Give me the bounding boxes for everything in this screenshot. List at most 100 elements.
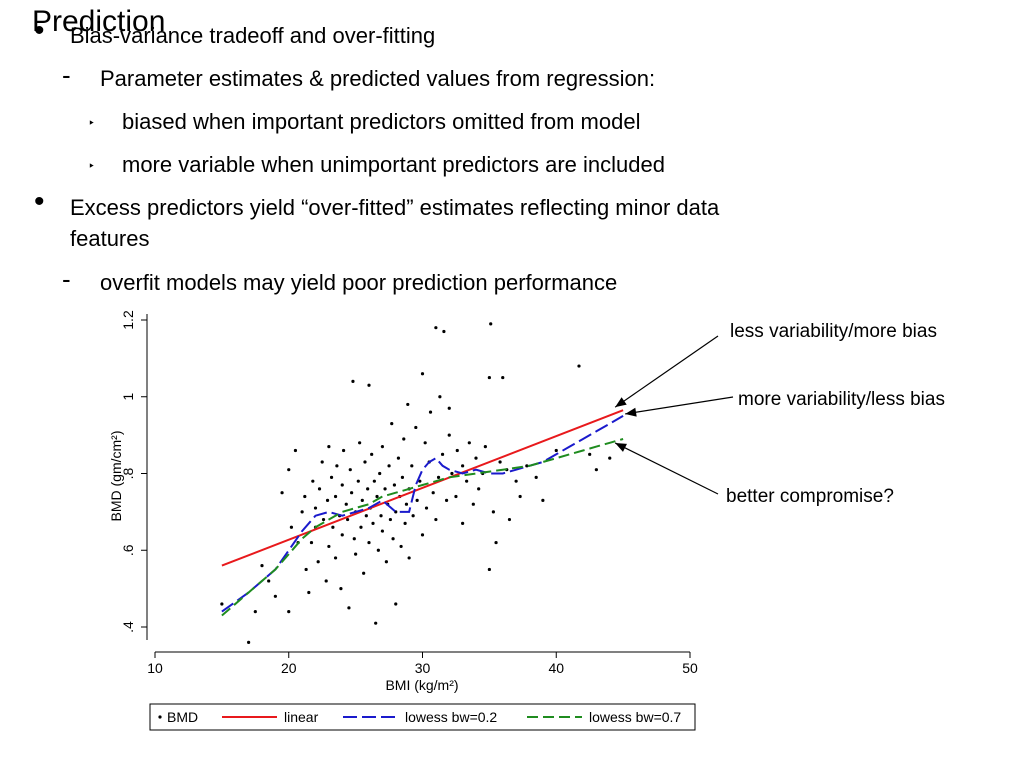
data-point — [489, 322, 493, 326]
data-point — [363, 460, 367, 464]
data-point — [352, 537, 356, 541]
data-point — [438, 395, 442, 399]
arrow-lowess-02 — [625, 396, 734, 415]
data-point — [434, 517, 438, 522]
data-point — [465, 479, 469, 483]
x-tick-label: 30 — [415, 660, 431, 676]
x-tick-label: 20 — [281, 660, 297, 676]
data-point — [450, 471, 454, 476]
series-line-linear — [221, 409, 624, 567]
arrow-linear-head — [615, 397, 627, 408]
data-point — [444, 498, 449, 502]
data-point — [331, 525, 335, 529]
data-point — [383, 487, 387, 491]
data-point — [311, 479, 315, 483]
bullet-text: biased when important predictors omitted… — [122, 109, 641, 134]
data-point — [358, 441, 362, 445]
data-point — [588, 452, 592, 456]
y-tick-label: 1.2 — [120, 310, 136, 330]
data-point — [514, 479, 518, 483]
data-point — [525, 464, 529, 468]
data-point — [428, 410, 433, 414]
data-point — [359, 525, 363, 529]
data-point — [411, 514, 415, 518]
data-point — [340, 483, 344, 487]
y-tick-label: .6 — [120, 544, 136, 556]
data-point — [501, 375, 505, 380]
data-point — [406, 402, 410, 407]
annotation-linear: less variability/more bias — [730, 321, 937, 342]
data-point — [400, 475, 405, 479]
data-point — [329, 475, 334, 479]
data-point — [372, 479, 376, 483]
bullet-marker: ‣ — [88, 159, 96, 173]
legend-symbol — [158, 715, 162, 719]
data-point — [390, 422, 394, 426]
data-point — [300, 510, 304, 514]
data-point — [351, 379, 355, 383]
data-point — [418, 479, 422, 483]
data-point — [376, 548, 380, 552]
data-point — [370, 452, 374, 456]
bullet-marker: - — [62, 60, 71, 90]
data-point — [367, 383, 371, 387]
data-point — [287, 468, 291, 472]
slide-title: Prediction — [32, 5, 166, 38]
data-point — [309, 540, 314, 545]
data-point — [471, 502, 475, 506]
data-point — [346, 517, 350, 522]
data-point — [260, 564, 264, 568]
data-point — [325, 498, 330, 502]
data-point — [247, 640, 251, 644]
data-point — [461, 521, 465, 525]
data-point — [364, 514, 368, 518]
data-point — [394, 602, 398, 606]
data-point — [287, 610, 291, 614]
data-point — [474, 456, 478, 460]
legend-label: linear — [284, 709, 319, 725]
legend-label: lowess bw=0.7 — [589, 709, 681, 725]
data-point — [608, 456, 612, 460]
data-point — [293, 448, 298, 453]
data-point — [507, 517, 512, 522]
data-point — [378, 471, 382, 476]
data-point — [360, 498, 364, 502]
data-point — [423, 441, 427, 445]
bullet-marker: ‣ — [88, 116, 96, 130]
data-point — [442, 329, 446, 334]
data-point — [420, 533, 425, 537]
data-point — [447, 406, 451, 410]
data-point — [317, 487, 322, 491]
data-point — [321, 517, 326, 522]
data-point — [487, 567, 491, 572]
series-line-lowess-bw-0-7 — [221, 438, 624, 617]
annotation-lowess-02: more variability/less bias — [738, 389, 945, 410]
data-point — [324, 579, 328, 583]
data-point — [344, 502, 348, 506]
data-point — [483, 445, 487, 449]
data-point — [341, 448, 346, 453]
arrow-lowess-02-head — [625, 407, 637, 417]
data-point — [313, 506, 318, 510]
legend-label: lowess bw=0.2 — [405, 709, 497, 725]
data-point — [396, 456, 401, 460]
data-point — [388, 517, 392, 522]
bullet-text: Excess predictors yield “over-fitted” es… — [70, 195, 720, 220]
data-point — [436, 475, 441, 479]
data-point — [267, 579, 271, 583]
data-point — [487, 375, 491, 380]
x-axis-label: BMI (kg/m²) — [385, 677, 458, 693]
annotation-arrows — [614, 335, 734, 495]
data-point — [304, 567, 308, 572]
data-point — [455, 448, 459, 453]
data-point — [333, 494, 338, 499]
data-point — [410, 464, 414, 468]
data-point — [391, 537, 395, 541]
bullet-text: overfit models may yield poor prediction… — [100, 270, 618, 295]
data-point — [534, 475, 538, 479]
data-point — [316, 560, 320, 564]
data-point — [392, 483, 397, 487]
data-point — [327, 445, 331, 449]
data-point — [327, 544, 331, 549]
data-point — [350, 491, 354, 495]
